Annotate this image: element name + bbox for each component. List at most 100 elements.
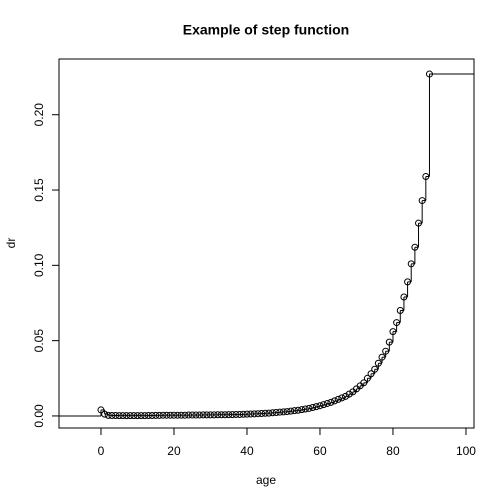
- point: [385, 338, 393, 346]
- point: [331, 397, 339, 405]
- y-tick-label: 0.15: [32, 178, 46, 202]
- x-tick-label: 100: [456, 444, 476, 458]
- chart-title: Example of step function: [183, 22, 349, 38]
- point: [290, 407, 298, 415]
- point: [283, 408, 291, 416]
- y-tick-label: 0.20: [32, 103, 46, 127]
- point: [174, 411, 182, 419]
- point: [148, 411, 156, 419]
- point: [338, 394, 346, 402]
- point: [425, 70, 433, 78]
- point: [323, 399, 331, 407]
- point: [309, 404, 317, 412]
- point: [236, 410, 244, 418]
- point: [272, 408, 280, 416]
- point: [196, 411, 204, 419]
- point: [130, 412, 138, 420]
- point: [393, 319, 401, 327]
- point: [188, 411, 196, 419]
- point: [112, 411, 120, 419]
- point: [144, 411, 152, 419]
- x-tick-label: 60: [313, 444, 327, 458]
- x-tick-label: 40: [240, 444, 254, 458]
- x-axis-label: age: [256, 473, 276, 487]
- point: [192, 411, 200, 419]
- point: [411, 243, 419, 251]
- point: [422, 172, 430, 180]
- point: [320, 401, 328, 409]
- point: [232, 410, 240, 418]
- point: [415, 219, 423, 227]
- point: [115, 412, 123, 420]
- point: [104, 411, 112, 419]
- point: [108, 411, 116, 419]
- point: [378, 353, 386, 361]
- point: [327, 398, 335, 406]
- point: [400, 293, 408, 301]
- point: [214, 411, 222, 419]
- point: [382, 347, 390, 355]
- point: [294, 406, 302, 414]
- point: [159, 411, 167, 419]
- point: [210, 411, 218, 419]
- point: [137, 412, 145, 420]
- y-tick-label: 0.10: [32, 253, 46, 277]
- point: [247, 410, 255, 418]
- point: [123, 412, 131, 420]
- point: [177, 411, 185, 419]
- point: [250, 410, 258, 418]
- point: [345, 390, 353, 398]
- point: [276, 408, 284, 416]
- x-tick-label: 20: [167, 444, 181, 458]
- point: [367, 370, 375, 378]
- y-tick-label: 0.00: [32, 404, 46, 428]
- point: [265, 409, 273, 417]
- point: [239, 410, 247, 418]
- point: [301, 405, 309, 413]
- point: [342, 392, 350, 400]
- point: [221, 411, 229, 419]
- point: [228, 411, 236, 419]
- point: [243, 410, 251, 418]
- point: [298, 406, 306, 414]
- point: [269, 409, 277, 417]
- point: [199, 411, 207, 419]
- y-axis-label: dr: [4, 238, 18, 249]
- point: [261, 409, 269, 417]
- point: [404, 278, 412, 286]
- point: [155, 411, 163, 419]
- point: [360, 379, 368, 387]
- point: [254, 410, 262, 418]
- point: [305, 404, 313, 412]
- point: [279, 408, 287, 416]
- point: [203, 411, 211, 419]
- point: [217, 411, 225, 419]
- point: [166, 411, 174, 419]
- point: [101, 410, 109, 418]
- point: [316, 402, 324, 410]
- x-tick-label: 0: [98, 444, 105, 458]
- point: [334, 395, 342, 403]
- point: [407, 260, 415, 268]
- plot-box: [58, 58, 475, 429]
- point: [287, 407, 295, 415]
- point: [363, 374, 371, 382]
- point: [152, 411, 160, 419]
- x-tick-label: 80: [386, 444, 400, 458]
- point: [126, 412, 134, 420]
- point: [181, 411, 189, 419]
- point: [133, 412, 141, 420]
- point: [418, 197, 426, 205]
- point: [258, 410, 266, 418]
- point: [389, 328, 397, 336]
- point: [225, 411, 233, 419]
- point: [141, 412, 149, 420]
- point: [97, 406, 105, 414]
- point: [206, 411, 214, 419]
- point: [371, 365, 379, 373]
- y-tick-label: 0.05: [32, 329, 46, 353]
- point: [119, 412, 127, 420]
- point: [374, 359, 382, 367]
- point: [163, 411, 171, 419]
